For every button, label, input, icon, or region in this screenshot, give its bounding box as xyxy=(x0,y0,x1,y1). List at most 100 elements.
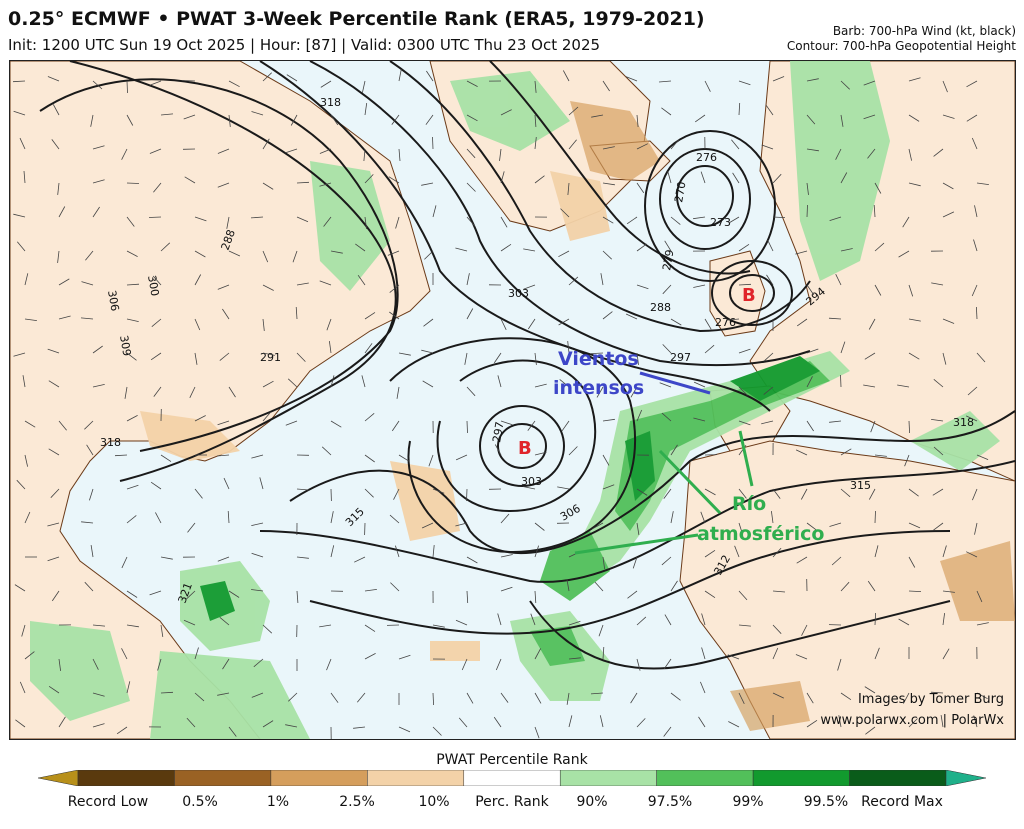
wind-barb xyxy=(636,658,641,671)
wind-barb xyxy=(19,681,26,694)
wind-barb xyxy=(466,556,478,564)
wind-barb xyxy=(160,691,174,694)
pwat-shading xyxy=(30,61,1015,739)
wind-barb xyxy=(228,726,237,737)
wind-barb xyxy=(253,658,264,668)
wind-barb xyxy=(863,80,876,86)
wind-barb xyxy=(560,208,570,218)
wind-barb xyxy=(251,522,264,526)
wind-barb xyxy=(84,581,94,592)
wind-barb xyxy=(126,352,137,361)
wind-barb xyxy=(873,204,876,218)
wind-barb xyxy=(704,590,716,599)
wind-barb xyxy=(126,484,139,490)
wind-barb xyxy=(24,454,28,467)
wind-barb xyxy=(806,348,819,354)
wind-barb xyxy=(57,182,60,195)
wind-barb xyxy=(262,318,265,331)
wind-barb xyxy=(251,552,264,558)
wind-barb xyxy=(121,148,128,160)
wind-barb xyxy=(636,488,648,496)
wind-barb xyxy=(662,344,672,354)
wind-barb xyxy=(455,454,468,461)
wind-barb xyxy=(530,613,536,626)
wind-barb xyxy=(568,106,579,116)
wind-barb xyxy=(867,148,876,159)
wind-barb xyxy=(396,386,400,399)
wind-barb xyxy=(902,216,910,228)
credit-website: www.polarwx.com | PolarWx xyxy=(820,713,1004,728)
wind-barb xyxy=(389,311,400,320)
wind-barb xyxy=(319,148,332,154)
wind-barb xyxy=(670,216,681,225)
wind-barb xyxy=(625,76,638,82)
wind-barb xyxy=(602,146,615,150)
wind-barb xyxy=(497,613,502,626)
wind-barb xyxy=(663,726,672,737)
wind-barb xyxy=(330,250,343,254)
winds-label-line2: intensos xyxy=(553,377,644,399)
wind-barb xyxy=(795,250,808,255)
contour-label: 300 xyxy=(145,274,161,297)
wind-barb xyxy=(423,318,434,327)
wind-barb xyxy=(50,488,60,498)
wind-barb xyxy=(47,348,60,354)
wind-barb xyxy=(16,241,26,252)
wind-barb xyxy=(772,173,782,184)
wind-barb xyxy=(398,654,411,660)
wind-barb xyxy=(738,488,747,499)
wind-barb xyxy=(840,448,852,456)
wind-barb xyxy=(636,284,649,290)
wind-barb xyxy=(693,381,706,388)
wind-barb xyxy=(765,104,774,116)
wind-barb xyxy=(670,139,680,150)
wind-barb xyxy=(330,545,335,558)
wind-barb xyxy=(908,718,918,728)
wind-barb xyxy=(217,692,230,696)
colorbar-swatch xyxy=(559,770,657,786)
wind-barb xyxy=(92,692,105,697)
wind-barb xyxy=(321,446,332,456)
wind-barb xyxy=(222,658,230,670)
wind-barb xyxy=(806,692,814,704)
colorbar-label: Perc. Rank xyxy=(475,794,549,810)
wind-barb xyxy=(976,182,989,185)
wind-barb xyxy=(92,145,105,150)
wind-barb xyxy=(664,614,672,626)
wind-barb xyxy=(262,182,274,190)
wind-barb xyxy=(558,250,570,258)
wind-barb xyxy=(500,243,512,252)
wind-barb xyxy=(600,273,604,286)
wind-barb xyxy=(701,647,706,660)
wind-barb xyxy=(24,651,35,660)
wind-barb xyxy=(285,724,298,728)
wind-barb xyxy=(81,281,94,286)
wind-barb xyxy=(466,80,478,87)
wind-barb xyxy=(523,486,536,490)
wind-barb xyxy=(898,618,910,626)
wind-barb xyxy=(670,511,674,524)
wind-barb xyxy=(670,692,681,701)
wind-barb xyxy=(864,352,876,360)
wind-barb xyxy=(908,420,910,434)
wind-barb xyxy=(24,511,31,524)
wind-barb xyxy=(354,556,366,563)
wind-barb xyxy=(976,590,983,603)
wind-barb xyxy=(602,418,615,422)
map-legend: Barb: 700-hPa Wind (kt, black) Contour: … xyxy=(787,24,1016,54)
wind-barb xyxy=(47,556,60,562)
wind-barb xyxy=(594,581,604,592)
contour-label: 288 xyxy=(650,301,671,314)
wind-barb xyxy=(116,726,128,735)
wind-barb xyxy=(942,590,955,593)
wind-barb xyxy=(806,284,815,296)
wind-barb xyxy=(728,721,740,728)
wind-barb xyxy=(636,718,646,728)
wind-barb xyxy=(566,692,570,705)
wind-barb xyxy=(150,352,162,361)
wind-barb xyxy=(828,317,842,320)
wind-barb xyxy=(126,283,140,286)
wind-barb xyxy=(806,719,818,728)
winds-pointer xyxy=(639,371,711,395)
wind-barb xyxy=(636,409,643,422)
